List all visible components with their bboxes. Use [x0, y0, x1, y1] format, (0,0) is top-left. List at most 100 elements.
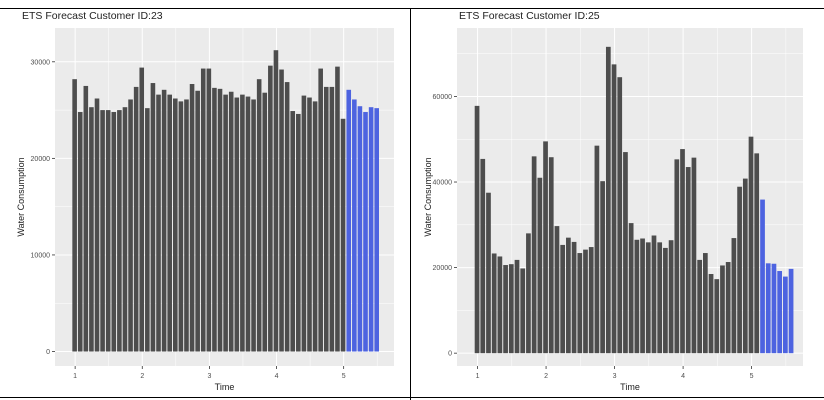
bar-actual	[628, 223, 634, 354]
bar-actual	[94, 98, 100, 352]
y-axis-label: Water Consumption	[16, 157, 26, 236]
bar-actual	[200, 68, 206, 352]
x-tick-label: 4	[681, 373, 685, 380]
bar-actual	[335, 66, 340, 352]
bar-actual	[674, 159, 680, 354]
bar-actual	[301, 95, 307, 352]
bar-actual	[117, 110, 122, 352]
bar-actual	[133, 86, 139, 352]
bar-actual	[128, 99, 133, 352]
bar-actual	[139, 67, 145, 352]
chart-panel-customer-25: ETS Forecast Customer ID:25 0 20000 40000 6…	[411, 0, 824, 400]
x-tick-label: 5	[750, 373, 754, 380]
bar-actual	[526, 233, 531, 354]
bar-actual	[554, 226, 560, 354]
bar-actual	[284, 82, 290, 352]
bar-forecast	[346, 89, 352, 352]
bar-actual	[156, 94, 161, 352]
bar-actual	[480, 158, 486, 354]
bar-actual	[189, 84, 195, 352]
bar-actual	[754, 153, 760, 354]
bar-actual	[560, 244, 566, 354]
bar-actual	[520, 268, 526, 354]
chart-svg: 0 20000 40000 60000 1 2 3 4 5 Time Water Consumpti…	[423, 28, 803, 392]
bar-actual	[680, 149, 685, 354]
bar-actual	[571, 241, 577, 354]
bar-actual	[206, 68, 212, 352]
x-axis: 1 2 3 4 5	[476, 366, 754, 380]
bar-forecast	[374, 108, 379, 352]
bar-actual	[268, 65, 273, 352]
bar-actual	[340, 118, 346, 352]
y-tick-label: 0	[448, 351, 452, 358]
bar-forecast	[352, 99, 357, 352]
bar-actual	[150, 83, 156, 352]
chart-title: ETS Forecast Customer ID:25	[459, 10, 600, 22]
x-tick-label: 2	[544, 373, 548, 380]
bar-actual	[617, 77, 623, 354]
x-tick-label: 2	[140, 373, 144, 380]
bar-actual	[240, 94, 245, 352]
bar-actual	[312, 101, 318, 352]
bar-actual	[318, 68, 323, 352]
x-tick-label: 3	[207, 373, 211, 380]
bar-actual	[566, 237, 571, 354]
bar-forecast	[765, 263, 771, 354]
page-frame	[0, 8, 824, 400]
bar-actual	[742, 178, 748, 354]
bar-forecast	[783, 276, 788, 354]
bar-actual	[279, 69, 284, 352]
bar-forecast	[788, 268, 794, 354]
bar-actual	[748, 136, 754, 354]
bar-forecast	[771, 263, 777, 354]
bar-actual	[651, 235, 657, 354]
bar-actual	[329, 86, 335, 352]
bar-actual	[228, 91, 234, 352]
y-tick-label: 60000	[433, 94, 453, 101]
bar-actual	[531, 156, 537, 354]
bar-actual	[697, 259, 702, 354]
y-tick-label: 20000	[433, 265, 453, 272]
bar-actual	[577, 253, 583, 354]
bar-actual	[217, 88, 223, 352]
bars	[474, 46, 794, 354]
bar-actual	[640, 238, 645, 354]
bar-actual	[296, 113, 301, 352]
panel-divider	[410, 8, 411, 400]
x-axis-label: Time	[620, 382, 640, 392]
bar-actual	[173, 98, 178, 352]
bar-forecast	[368, 107, 374, 352]
y-axis: 0 20000 40000 60000	[433, 94, 457, 358]
bar-forecast	[363, 112, 368, 352]
y-axis: 0 10000 20000 30000	[31, 59, 55, 356]
bar-actual	[83, 85, 89, 352]
y-tick-label: 20000	[31, 156, 51, 163]
x-axis-label: Time	[215, 382, 235, 392]
bar-actual	[583, 249, 588, 354]
bar-actual	[623, 152, 628, 354]
bar-actual	[605, 46, 611, 354]
bar-actual	[600, 181, 605, 354]
bar-actual	[503, 265, 508, 354]
bar-actual	[685, 167, 691, 354]
bar-actual	[714, 279, 720, 354]
bar-actual	[708, 274, 714, 354]
bar-actual	[691, 157, 697, 354]
bar-actual	[72, 79, 77, 352]
bar-actual	[668, 240, 674, 354]
bar-actual	[234, 97, 240, 352]
bar-actual	[594, 145, 600, 354]
bar-actual	[737, 186, 742, 354]
bar-actual	[731, 238, 737, 354]
bar-actual	[262, 92, 268, 352]
bar-actual	[105, 110, 111, 352]
bar-actual	[273, 50, 279, 352]
bar-forecast	[357, 106, 363, 352]
bar-actual	[100, 110, 105, 352]
bar-actual	[167, 94, 172, 352]
x-tick-label: 5	[342, 373, 346, 380]
bar-actual	[245, 96, 251, 352]
x-axis: 1 2 3 4 5	[73, 366, 346, 380]
bar-actual	[548, 157, 554, 354]
bar-actual	[77, 112, 83, 352]
